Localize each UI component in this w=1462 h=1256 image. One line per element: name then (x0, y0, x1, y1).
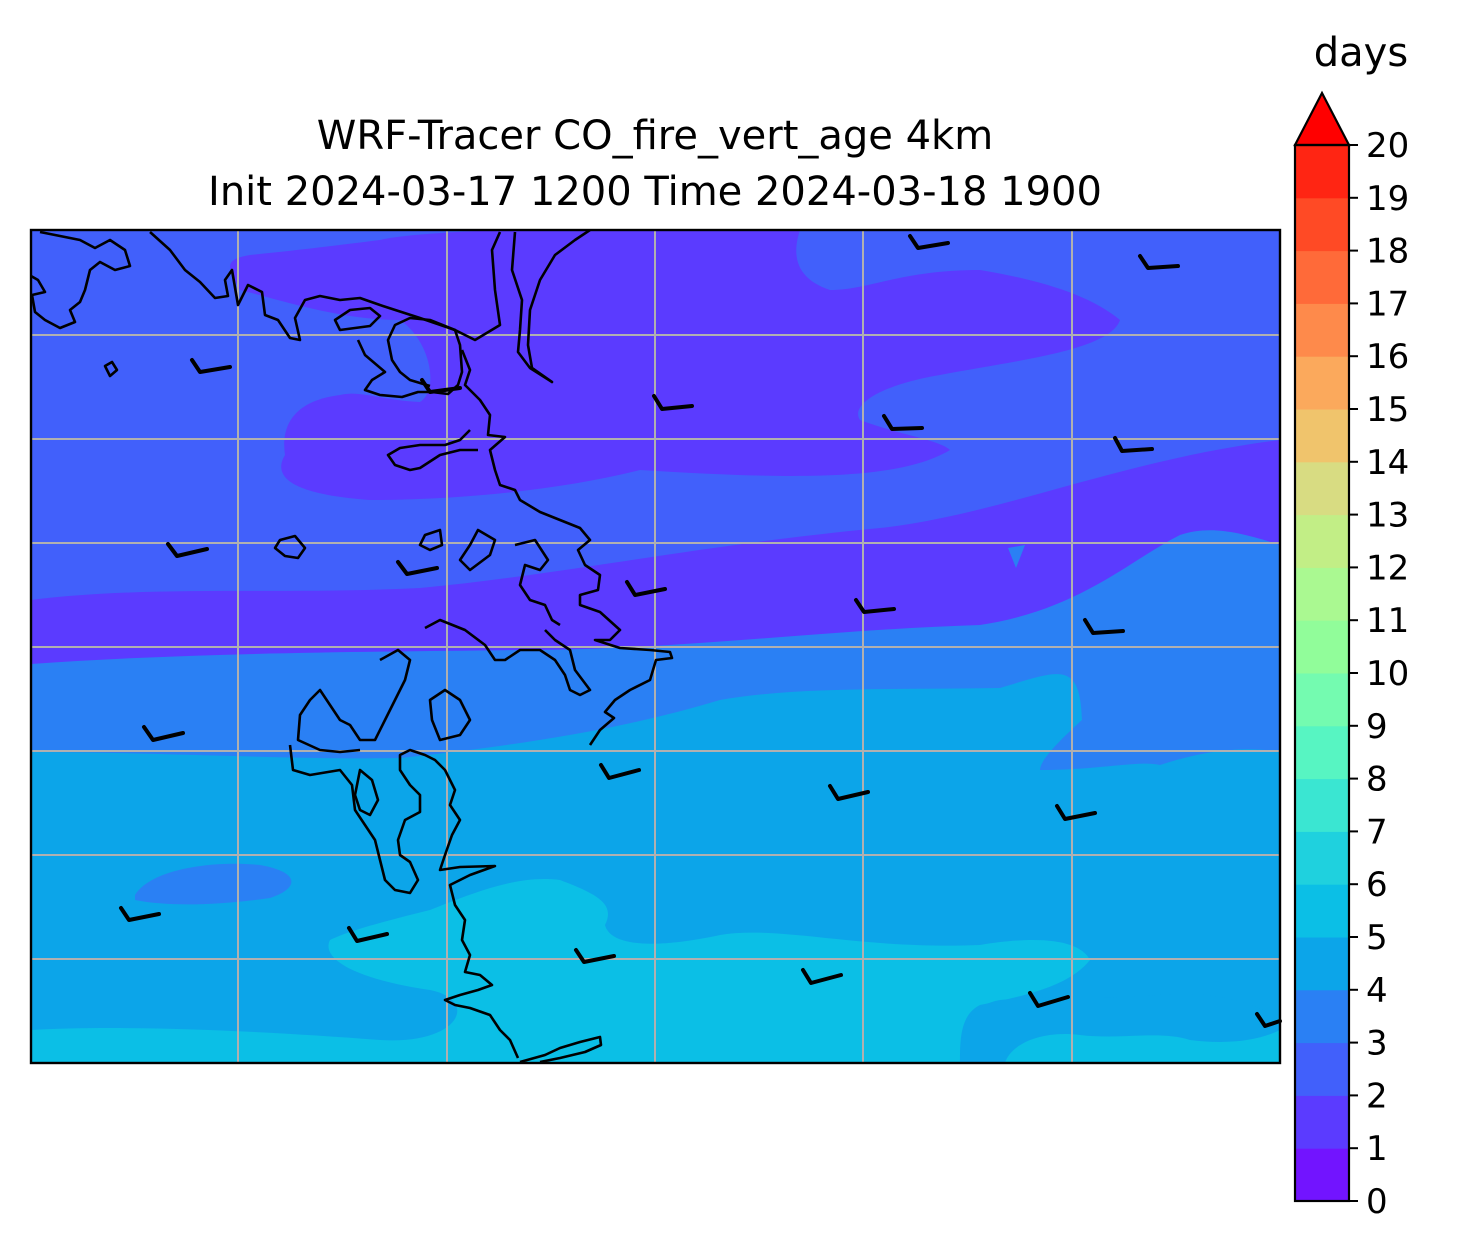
colorbar-tick-label: 9 (1366, 707, 1388, 747)
wind-barb (1055, 804, 1097, 821)
colorbar-band (1295, 356, 1349, 410)
gridlines (31, 230, 1280, 1063)
colorbar-tick-label: 0 (1366, 1182, 1388, 1222)
wind-barb (347, 926, 389, 943)
colorbar-bands (1295, 145, 1349, 1202)
colorbar-tick-label: 7 (1366, 812, 1388, 852)
title-line-2: Init 2024-03-17 1200 Time 2024-03-18 190… (208, 169, 1102, 215)
colorbar-tick-label: 20 (1366, 126, 1409, 166)
coastline-islet-mid (273, 534, 307, 560)
wind-barb (1113, 436, 1154, 453)
coastline-south-bay (519, 1035, 603, 1063)
colorbar-tick-label: 6 (1366, 865, 1388, 905)
coastline-north-shore (149, 231, 502, 342)
wind-barbs (119, 234, 1282, 1028)
colorbar-band (1295, 673, 1349, 727)
coastlines (31, 230, 674, 1063)
coastline-west-estuary (386, 429, 478, 472)
wind-barb (1028, 991, 1070, 1008)
colorbar-tick-label: 10 (1366, 654, 1409, 694)
title-line-1: WRF-Tracer CO_fire_vert_age 4km (316, 113, 994, 159)
wind-barb (908, 234, 950, 250)
field-band-3-4-island (135, 863, 292, 905)
colorbar-tick-label: 14 (1366, 443, 1409, 483)
colorbar-band (1295, 567, 1349, 621)
coastline-peninsula-inner (428, 688, 472, 742)
wind-barb (142, 725, 185, 742)
colorbar-tick-label: 17 (1366, 284, 1409, 324)
colorbar-band (1295, 1148, 1349, 1202)
field-band-5-6-notch (1005, 1030, 1280, 1063)
wind-barb (854, 598, 896, 614)
colorbar-band (1295, 1095, 1349, 1149)
wind-barb (119, 906, 161, 922)
coastline-islet-west (103, 360, 119, 378)
coastline-north-islet (333, 306, 382, 332)
wind-barb (1083, 618, 1125, 635)
colorbar-band (1295, 831, 1349, 885)
colorbar-band (1295, 989, 1349, 1044)
map-title: WRF-Tracer CO_fire_vert_age 4km Init 202… (0, 108, 1310, 220)
wind-barb (190, 358, 232, 374)
colorbar-band (1295, 1042, 1349, 1096)
colorbar-tick-label: 5 (1366, 918, 1388, 958)
field-band-3-4-spike (1008, 545, 1025, 568)
colorbar-label: days (1314, 30, 1408, 76)
colorbar-band (1295, 250, 1349, 304)
coastline-northwest (31, 230, 132, 330)
coastline-delta-west (514, 538, 561, 627)
colorbar-band (1295, 778, 1349, 832)
colorbar-tick-label: 19 (1366, 179, 1409, 219)
map-frame (29, 228, 1282, 1065)
colorbar-band (1295, 197, 1349, 252)
colorbar-band (1295, 725, 1349, 780)
colorbar-tick-label: 13 (1366, 496, 1409, 536)
colorbar-tick-label: 18 (1366, 232, 1409, 272)
wind-barb (574, 948, 616, 964)
wind-barb (396, 560, 439, 576)
colorbar-tick-label: 2 (1366, 1076, 1388, 1116)
field-band-5-6 (31, 879, 1090, 1063)
wind-barb (652, 394, 694, 411)
wind-barb (166, 542, 209, 558)
colorbar-band (1295, 884, 1349, 938)
colorbar-band (1295, 303, 1349, 357)
coastline-mid-bay (418, 528, 444, 552)
wind-barb (801, 968, 843, 985)
field-band-2-3 (31, 230, 1280, 600)
colorbar-tick-label: 1 (1366, 1129, 1388, 1169)
colorbar-extend-arrow (1293, 90, 1351, 147)
coastline-north-inlet (510, 230, 591, 384)
colorbar-tick-label: 16 (1366, 337, 1409, 377)
coastline-bay-lower (460, 349, 674, 746)
colorbar-band (1295, 409, 1349, 463)
colorbar-tick-label: 3 (1366, 1024, 1388, 1064)
coastline-mid-channel (458, 528, 497, 572)
colorbar-band (1295, 461, 1349, 516)
wind-barb (599, 763, 641, 780)
coastline-bay-upper (356, 316, 464, 399)
colorbar-band (1295, 145, 1349, 199)
colorbar-tick-label: 15 (1366, 390, 1409, 430)
wind-barb (420, 378, 462, 394)
coastline-peninsula (288, 744, 520, 1059)
wind-barb (1255, 1012, 1282, 1028)
coastline-delta-south (296, 648, 412, 754)
wind-barb (625, 580, 667, 597)
wind-barb (828, 784, 870, 801)
colorbar-tick-label: 4 (1366, 971, 1388, 1011)
coastline-peninsula-spit (353, 768, 380, 817)
wind-barb (882, 414, 924, 431)
colorbar-band (1295, 620, 1349, 674)
colorbar-band (1295, 937, 1349, 991)
colorbar-band (1295, 514, 1349, 568)
colorbar-tick-label: 8 (1366, 760, 1388, 800)
colorbar-tick-label: 11 (1366, 601, 1409, 641)
wind-barb (1138, 254, 1180, 270)
colorbar-tick-label: 12 (1366, 548, 1409, 588)
coastline-delta-main (424, 618, 592, 697)
